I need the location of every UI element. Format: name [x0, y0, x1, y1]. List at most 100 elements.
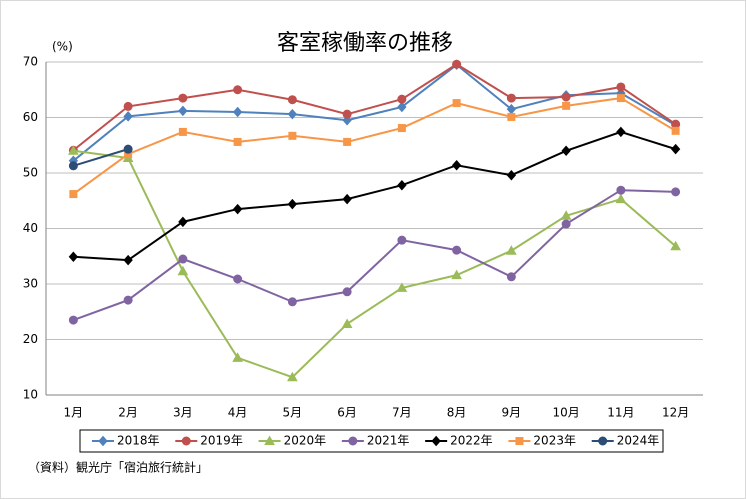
data-point: [233, 137, 242, 146]
series-line: [73, 148, 129, 167]
data-point: [123, 144, 133, 154]
series-line: [73, 130, 676, 262]
data-point: [178, 93, 188, 103]
data-point: [506, 93, 516, 103]
x-tick-label: 1月: [64, 406, 84, 420]
legend-label: 2020年: [284, 434, 327, 448]
data-point: [451, 159, 462, 171]
data-point: [123, 295, 133, 305]
y-tick-label: 20: [23, 332, 38, 346]
data-point: [507, 112, 516, 121]
data-point: [123, 111, 133, 122]
data-point: [561, 219, 571, 229]
data-point: [671, 187, 681, 197]
data-point: [233, 85, 243, 95]
data-point: [69, 190, 78, 199]
data-point: [561, 92, 571, 102]
data-point: [342, 109, 352, 119]
data-point: [616, 126, 626, 138]
source-note: （資料）観光庁「宿泊旅行統計」: [28, 460, 208, 475]
data-point: [287, 108, 298, 120]
legend-marker: [98, 435, 108, 447]
data-point: [287, 297, 297, 307]
x-tick-label: 10月: [552, 406, 579, 420]
data-point: [178, 216, 188, 228]
x-tick-label: 11月: [607, 406, 634, 420]
data-point: [68, 161, 78, 171]
y-tick-label: 10: [23, 388, 38, 402]
data-point: [342, 287, 352, 297]
data-point: [560, 210, 572, 220]
x-tick-label: 2月: [118, 406, 138, 420]
data-point: [68, 315, 78, 325]
series-line: [72, 97, 677, 195]
data-point: [451, 269, 462, 280]
data-point: [506, 169, 517, 181]
data-point: [287, 198, 298, 210]
data-point: [616, 185, 626, 195]
data-point: [177, 265, 189, 276]
legend-marker: [598, 436, 608, 446]
data-point: [396, 282, 408, 292]
legend-label: 2023年: [533, 434, 576, 448]
data-point: [397, 94, 407, 104]
data-point: [342, 193, 352, 205]
data-point: [233, 274, 243, 284]
data-point: [397, 124, 406, 133]
data-point: [343, 137, 352, 146]
data-point: [561, 145, 571, 157]
legend-label: 2022年: [450, 434, 493, 448]
x-tick-label: 12月: [662, 406, 689, 420]
data-point: [562, 101, 571, 110]
legend-marker: [348, 436, 358, 446]
data-point: [452, 59, 462, 69]
y-tick-label: 70: [23, 55, 38, 69]
legend-label: 2024年: [617, 434, 660, 448]
y-tick-label: 30: [23, 277, 38, 291]
series-line: [72, 63, 677, 152]
data-point: [232, 352, 243, 362]
data-point: [616, 94, 625, 103]
data-point: [615, 193, 627, 204]
data-point: [397, 101, 407, 113]
data-point: [616, 82, 626, 92]
data-point: [288, 131, 297, 140]
data-point: [452, 245, 462, 255]
data-point: [671, 126, 680, 135]
data-point: [452, 99, 461, 108]
series-line: [73, 149, 677, 379]
data-point: [341, 318, 353, 328]
y-tick-label: 40: [23, 221, 38, 235]
x-tick-label: 8月: [447, 406, 467, 420]
data-point: [506, 272, 516, 282]
data-point: [232, 106, 243, 118]
x-tick-label: 6月: [337, 406, 357, 420]
legend-marker: [264, 435, 275, 445]
data-point: [123, 254, 133, 266]
legend-label: 2019年: [200, 434, 243, 448]
y-unit: (%): [52, 40, 73, 54]
data-point: [232, 203, 243, 215]
legend-label: 2018年: [117, 434, 160, 448]
x-tick-label: 5月: [283, 406, 303, 420]
data-point: [178, 254, 188, 264]
data-point: [68, 145, 79, 155]
legend-marker: [431, 435, 441, 447]
data-point: [397, 179, 407, 191]
data-point: [506, 245, 517, 255]
data-point: [670, 240, 681, 251]
series-line: [73, 189, 676, 322]
chart-title: 客室稼働率の推移: [277, 31, 453, 56]
legend-box: [79, 429, 664, 453]
data-point: [397, 235, 407, 245]
data-point: [287, 371, 298, 382]
data-point: [670, 143, 681, 155]
x-tick-label: 7月: [392, 406, 412, 420]
x-tick-label: 4月: [228, 406, 248, 420]
data-point: [287, 95, 297, 105]
y-tick-label: 50: [23, 166, 38, 180]
data-point: [178, 105, 188, 117]
legend-label: 2021年: [367, 434, 410, 448]
